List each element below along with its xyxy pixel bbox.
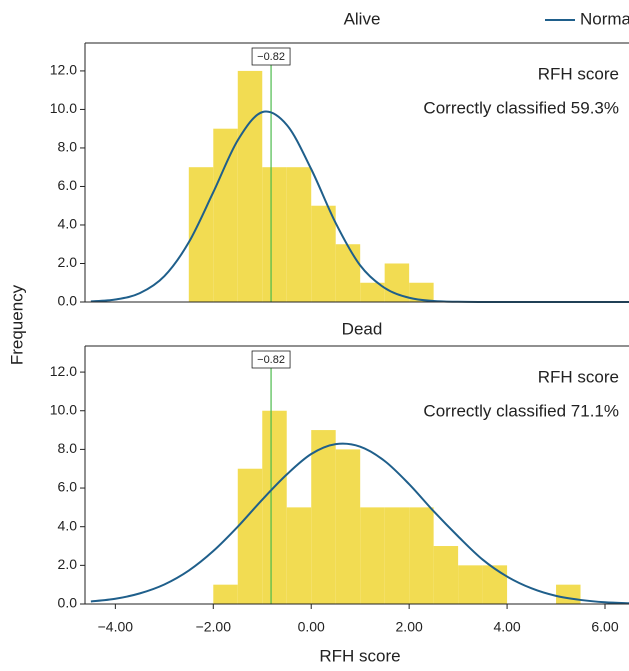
bar (237, 70, 263, 302)
x-axis-label: RFH score (319, 646, 400, 665)
annotation: Correctly classified 71.1% (423, 401, 619, 420)
panel-title: Alive (344, 9, 381, 28)
y-tick-label: 10.0 (50, 100, 77, 116)
bar (556, 584, 581, 604)
bar (286, 507, 312, 604)
bar (482, 565, 508, 604)
bar (213, 128, 238, 302)
bar (409, 282, 434, 302)
annotation: RFH score (538, 64, 619, 83)
bar (311, 430, 336, 604)
x-tick-label: 6.00 (591, 619, 618, 635)
x-tick-label: 2.00 (396, 619, 423, 635)
bar (433, 546, 459, 604)
bar (213, 584, 238, 604)
y-tick-label: 0.0 (58, 293, 78, 309)
y-tick-label: 8.0 (58, 139, 78, 155)
y-tick-label: 6.0 (58, 479, 78, 495)
x-tick-label: −2.00 (196, 619, 232, 635)
annotation: RFH score (538, 367, 619, 386)
y-tick-label: 12.0 (50, 62, 77, 78)
marker-label: −0.82 (257, 51, 285, 63)
bar (360, 507, 385, 604)
x-tick-label: −4.00 (98, 619, 134, 635)
y-tick-label: 6.0 (58, 177, 78, 193)
panel-title: Dead (342, 319, 383, 338)
x-tick-label: 0.00 (298, 619, 325, 635)
bar (409, 507, 434, 604)
x-tick-label: 4.00 (493, 619, 520, 635)
bar (262, 410, 287, 604)
bar (286, 167, 312, 302)
bar (384, 507, 410, 604)
normal-curve (90, 442, 629, 605)
y-tick-label: 0.0 (58, 595, 78, 611)
annotation: Correctly classified 59.3% (423, 98, 619, 117)
bar (311, 205, 336, 302)
y-tick-label: 12.0 (50, 363, 77, 379)
y-tick-label: 8.0 (58, 440, 78, 456)
marker-box (251, 47, 291, 66)
y-tick-label: 4.0 (58, 517, 78, 533)
y-tick-label: 10.0 (50, 401, 77, 417)
bar (335, 449, 361, 604)
y-tick-label: 2.0 (58, 254, 78, 270)
marker-label: −0.82 (257, 354, 285, 366)
bar (360, 282, 385, 302)
bar (458, 565, 483, 604)
y-axis-label: Frequency (7, 284, 26, 365)
y-tick-label: 2.0 (58, 556, 78, 572)
bar (237, 468, 263, 604)
y-tick-label: 4.0 (58, 216, 78, 232)
bar (262, 167, 287, 302)
marker-box (251, 350, 291, 369)
bar (335, 244, 361, 302)
legend-label: Normal (580, 9, 629, 28)
